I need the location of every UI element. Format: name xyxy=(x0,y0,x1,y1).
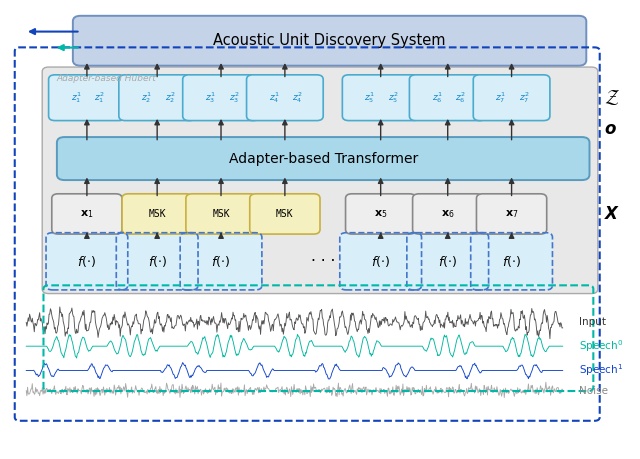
Text: $\mathcal{Z}$: $\mathcal{Z}$ xyxy=(604,88,620,107)
Text: · · ·: · · · xyxy=(311,254,335,269)
Text: $z^1_5$: $z^1_5$ xyxy=(364,90,375,105)
FancyBboxPatch shape xyxy=(250,194,320,234)
FancyBboxPatch shape xyxy=(182,75,259,121)
Text: $\mathbf{x}_5$: $\mathbf{x}_5$ xyxy=(374,208,387,220)
Text: $z^2_3$: $z^2_3$ xyxy=(228,90,239,105)
FancyBboxPatch shape xyxy=(342,75,419,121)
Text: $f(\cdot)$: $f(\cdot)$ xyxy=(371,254,390,269)
Text: MSK: MSK xyxy=(276,209,294,219)
FancyBboxPatch shape xyxy=(407,233,488,290)
Text: Acoustic Unit Discovery System: Acoustic Unit Discovery System xyxy=(213,33,446,48)
Text: Speech$^1$: Speech$^1$ xyxy=(579,363,623,378)
Text: $\boldsymbol{X}$: $\boldsymbol{X}$ xyxy=(604,205,621,223)
Text: $z^1_3$: $z^1_3$ xyxy=(205,90,216,105)
Text: $z^2_6$: $z^2_6$ xyxy=(455,90,466,105)
Text: $z^1_7$: $z^1_7$ xyxy=(495,90,506,105)
FancyBboxPatch shape xyxy=(49,75,125,121)
Text: Noise: Noise xyxy=(579,386,607,396)
Text: $z^2_2$: $z^2_2$ xyxy=(164,90,175,105)
Text: Adapter-based Transformer: Adapter-based Transformer xyxy=(228,151,418,166)
FancyBboxPatch shape xyxy=(476,194,547,234)
FancyBboxPatch shape xyxy=(57,137,589,180)
FancyBboxPatch shape xyxy=(470,233,552,290)
Text: MSK: MSK xyxy=(212,209,230,219)
FancyBboxPatch shape xyxy=(52,194,122,234)
FancyBboxPatch shape xyxy=(42,67,598,294)
Text: $z^1_1$: $z^1_1$ xyxy=(70,90,81,105)
Text: $f(\cdot)$: $f(\cdot)$ xyxy=(77,254,97,269)
Text: Speech$^0$: Speech$^0$ xyxy=(579,338,623,354)
Text: $\boldsymbol{o}$: $\boldsymbol{o}$ xyxy=(604,120,617,138)
Text: $\mathbf{x}_7$: $\mathbf{x}_7$ xyxy=(505,208,518,220)
Text: $\mathbf{x}_6$: $\mathbf{x}_6$ xyxy=(441,208,454,220)
FancyBboxPatch shape xyxy=(346,194,416,234)
FancyBboxPatch shape xyxy=(246,75,323,121)
FancyBboxPatch shape xyxy=(180,233,262,290)
Text: MSK: MSK xyxy=(148,209,166,219)
Text: $f(\cdot)$: $f(\cdot)$ xyxy=(438,254,457,269)
Text: $z^2_5$: $z^2_5$ xyxy=(388,90,399,105)
FancyBboxPatch shape xyxy=(119,75,195,121)
Text: Input: Input xyxy=(579,317,605,327)
FancyBboxPatch shape xyxy=(46,233,128,290)
Text: $f(\cdot)$: $f(\cdot)$ xyxy=(148,254,166,269)
FancyBboxPatch shape xyxy=(122,194,192,234)
Text: $z^1_4$: $z^1_4$ xyxy=(269,90,279,105)
Text: $f(\cdot)$: $f(\cdot)$ xyxy=(502,254,521,269)
FancyBboxPatch shape xyxy=(340,233,422,290)
Text: $z^1_6$: $z^1_6$ xyxy=(431,90,442,105)
Text: $z^2_4$: $z^2_4$ xyxy=(292,90,303,105)
Text: $z^2_1$: $z^2_1$ xyxy=(94,90,105,105)
FancyBboxPatch shape xyxy=(116,233,198,290)
Text: $z^2_7$: $z^2_7$ xyxy=(519,90,530,105)
FancyBboxPatch shape xyxy=(186,194,256,234)
Text: Adapter-based Hubert: Adapter-based Hubert xyxy=(56,74,156,83)
Text: $f(\cdot)$: $f(\cdot)$ xyxy=(211,254,230,269)
FancyBboxPatch shape xyxy=(473,75,550,121)
FancyBboxPatch shape xyxy=(410,75,486,121)
FancyBboxPatch shape xyxy=(413,194,483,234)
FancyBboxPatch shape xyxy=(73,16,586,66)
Text: $\mathbf{x}_1$: $\mathbf{x}_1$ xyxy=(80,208,93,220)
Text: $z^1_2$: $z^1_2$ xyxy=(141,90,152,105)
